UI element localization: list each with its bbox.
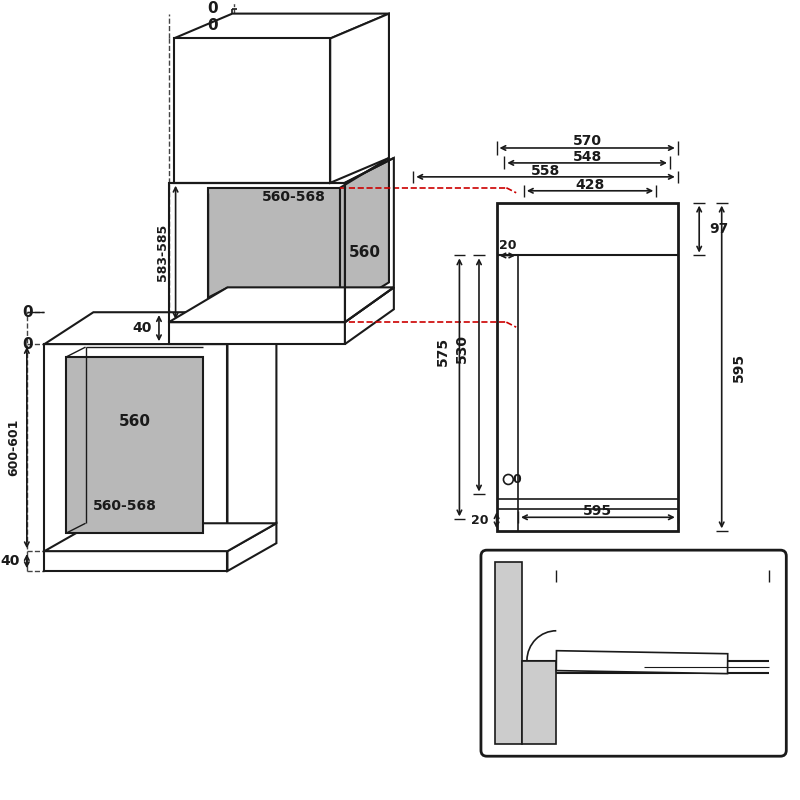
Text: 460: 460 <box>646 561 678 575</box>
Polygon shape <box>227 523 277 571</box>
Text: 2: 2 <box>770 667 780 682</box>
Text: 583-585: 583-585 <box>156 224 169 281</box>
Text: 0: 0 <box>512 473 521 486</box>
Text: 0: 0 <box>652 660 661 673</box>
Text: 560: 560 <box>349 245 381 260</box>
Text: 548: 548 <box>573 150 602 164</box>
Text: 0: 0 <box>207 1 218 16</box>
Text: 20: 20 <box>498 239 516 252</box>
Text: 97: 97 <box>709 222 728 236</box>
Polygon shape <box>174 14 389 38</box>
Polygon shape <box>497 202 678 531</box>
Text: 570: 570 <box>573 134 602 148</box>
Polygon shape <box>330 14 389 183</box>
Text: 40: 40 <box>133 321 152 335</box>
Polygon shape <box>522 661 556 744</box>
Text: 428: 428 <box>575 178 605 192</box>
Polygon shape <box>45 523 277 551</box>
Polygon shape <box>340 158 389 312</box>
Text: 530: 530 <box>455 334 470 363</box>
Polygon shape <box>169 287 394 322</box>
Polygon shape <box>45 551 227 571</box>
Text: 575: 575 <box>436 337 450 366</box>
Text: 0: 0 <box>22 305 33 320</box>
Polygon shape <box>66 357 203 534</box>
Text: 89°: 89° <box>578 682 604 695</box>
Text: 20: 20 <box>471 514 489 526</box>
Polygon shape <box>45 312 277 344</box>
Polygon shape <box>345 287 394 344</box>
Polygon shape <box>45 344 227 551</box>
Polygon shape <box>494 562 522 744</box>
Polygon shape <box>556 650 728 674</box>
Polygon shape <box>208 188 340 312</box>
Polygon shape <box>169 322 345 344</box>
Text: 595: 595 <box>731 353 746 382</box>
Text: 558: 558 <box>531 164 560 178</box>
Text: 560-568: 560-568 <box>93 499 157 514</box>
Text: 0: 0 <box>207 18 218 33</box>
Text: 595: 595 <box>583 504 613 518</box>
Text: 560: 560 <box>118 414 150 430</box>
Polygon shape <box>174 38 330 183</box>
FancyBboxPatch shape <box>481 550 786 756</box>
Text: 560-568: 560-568 <box>262 190 326 204</box>
Text: 40: 40 <box>1 554 20 568</box>
Polygon shape <box>227 312 277 551</box>
Text: 0: 0 <box>22 337 33 351</box>
Text: 600-601: 600-601 <box>7 419 20 476</box>
